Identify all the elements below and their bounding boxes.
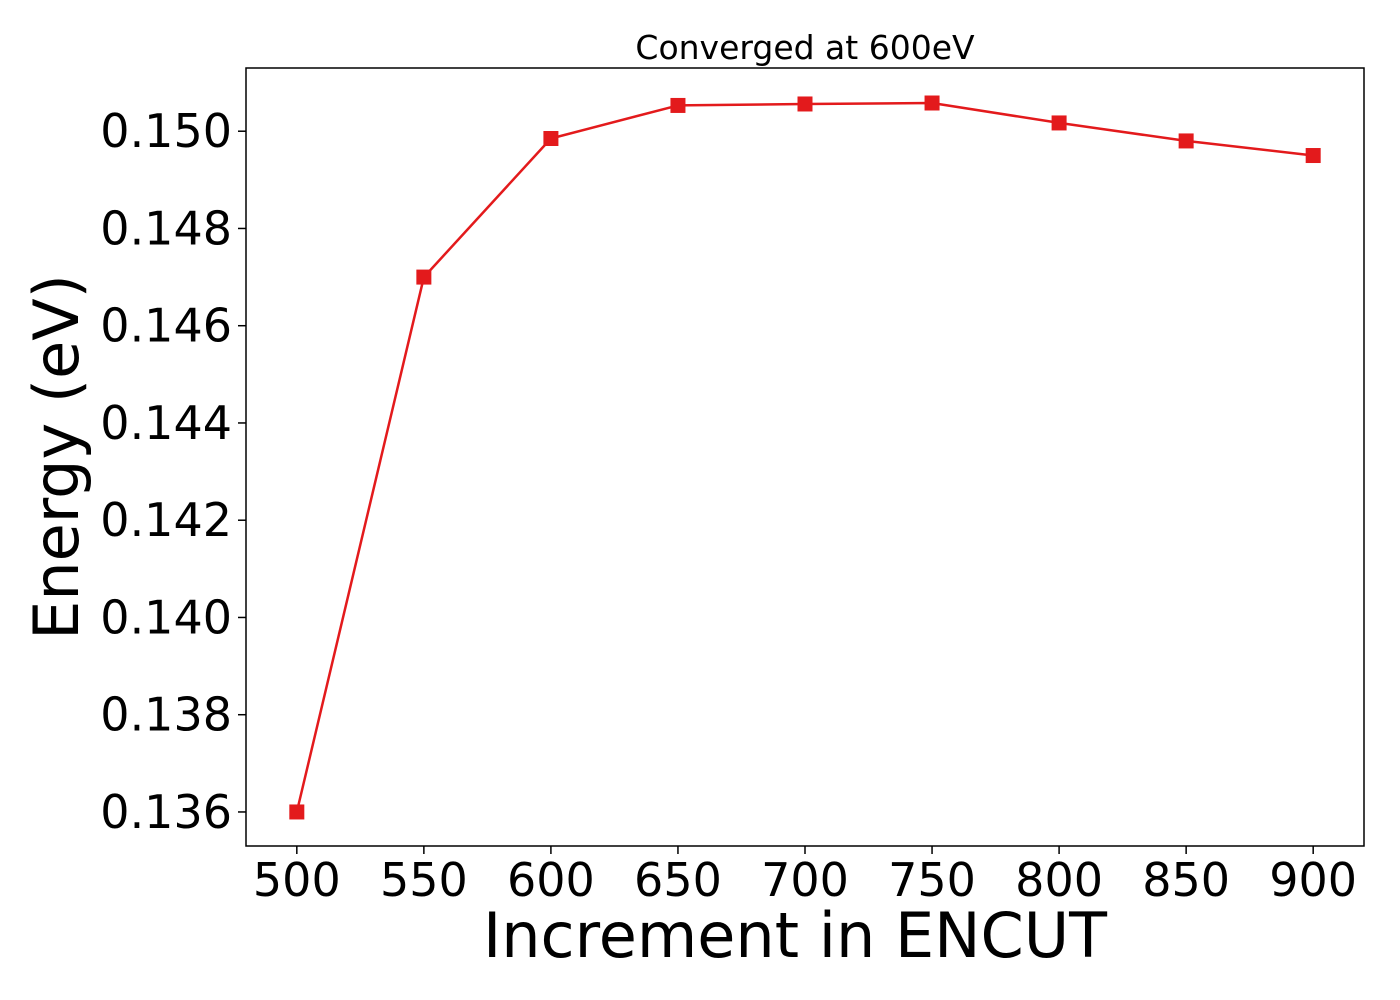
series-group: [289, 95, 1321, 820]
y-tick-label: 0.136: [100, 785, 232, 839]
data-point-marker: [416, 269, 432, 285]
x-tick-label: 600: [507, 853, 595, 907]
data-point-marker: [797, 96, 813, 112]
data-point-marker: [1178, 133, 1194, 149]
y-tick-label: 0.142: [100, 493, 232, 547]
x-tick-label: 750: [888, 853, 976, 907]
y-tick-label: 0.146: [100, 299, 232, 353]
y-tick-label: 0.150: [100, 104, 232, 158]
y-tick-label: 0.140: [100, 590, 232, 644]
data-point-marker: [543, 131, 559, 147]
x-axis-title: Increment in ENCUT: [483, 899, 1108, 972]
y-axis-ticks: 0.136 0.138 0.140 0.142 0.144 0.146 0.148 0.150: [100, 104, 246, 839]
x-tick-label: 800: [1015, 853, 1103, 907]
chart-title: Converged at 600eV: [635, 28, 975, 67]
y-tick-label: 0.148: [100, 201, 232, 255]
x-tick-label: 850: [1142, 853, 1230, 907]
data-point-marker: [670, 97, 686, 113]
x-tick-label: 550: [380, 853, 468, 907]
x-tick-label: 700: [761, 853, 849, 907]
data-point-marker: [1305, 148, 1321, 164]
x-tick-label: 900: [1269, 853, 1357, 907]
y-tick-label: 0.138: [100, 688, 232, 742]
plot-frame: [245, 67, 1365, 847]
data-point-marker: [1051, 115, 1067, 131]
x-tick-label: 500: [253, 853, 341, 907]
series-line: [295, 101, 1314, 813]
data-point-marker: [289, 804, 305, 820]
y-tick-label: 0.144: [100, 396, 232, 450]
x-tick-label: 650: [634, 853, 722, 907]
x-axis-ticks: 500 550 600 650 700 750 800 850 900: [253, 846, 1357, 907]
data-point-marker: [924, 95, 940, 111]
y-axis-title: Energy (eV): [20, 274, 93, 640]
